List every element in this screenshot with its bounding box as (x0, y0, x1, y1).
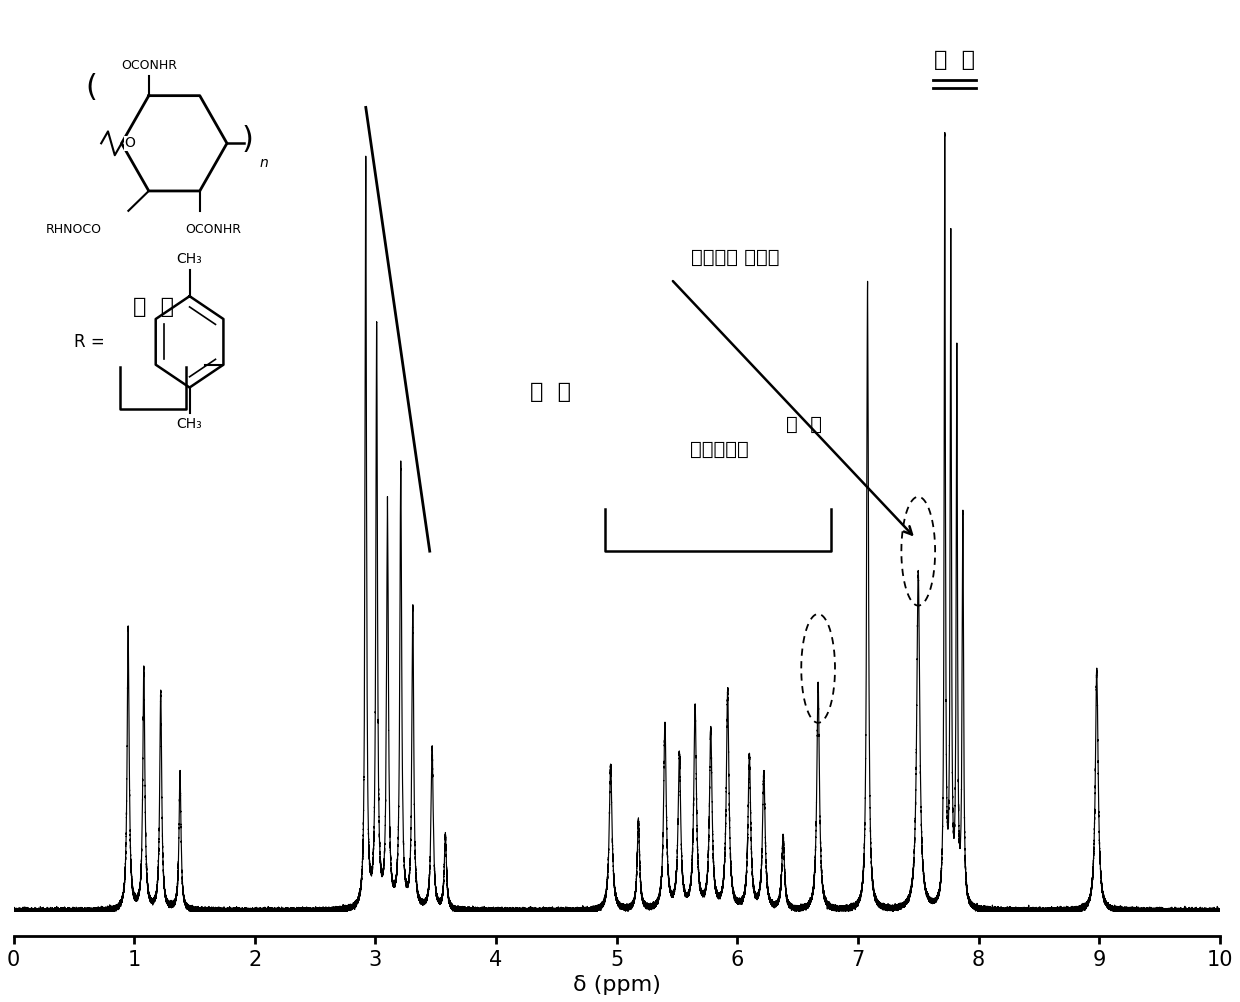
Text: 甲  醇: 甲 醇 (786, 415, 822, 434)
Text: 氨  基: 氨 基 (133, 297, 174, 317)
Text: 苯  基: 苯 基 (529, 382, 570, 402)
X-axis label: δ (ppm): δ (ppm) (573, 975, 661, 995)
Text: 氯代二甲 基亚礴: 氯代二甲 基亚礴 (692, 247, 780, 267)
Text: 甲  基: 甲 基 (934, 50, 975, 70)
Text: 葡萄糖单元: 葡萄糖单元 (689, 440, 749, 459)
